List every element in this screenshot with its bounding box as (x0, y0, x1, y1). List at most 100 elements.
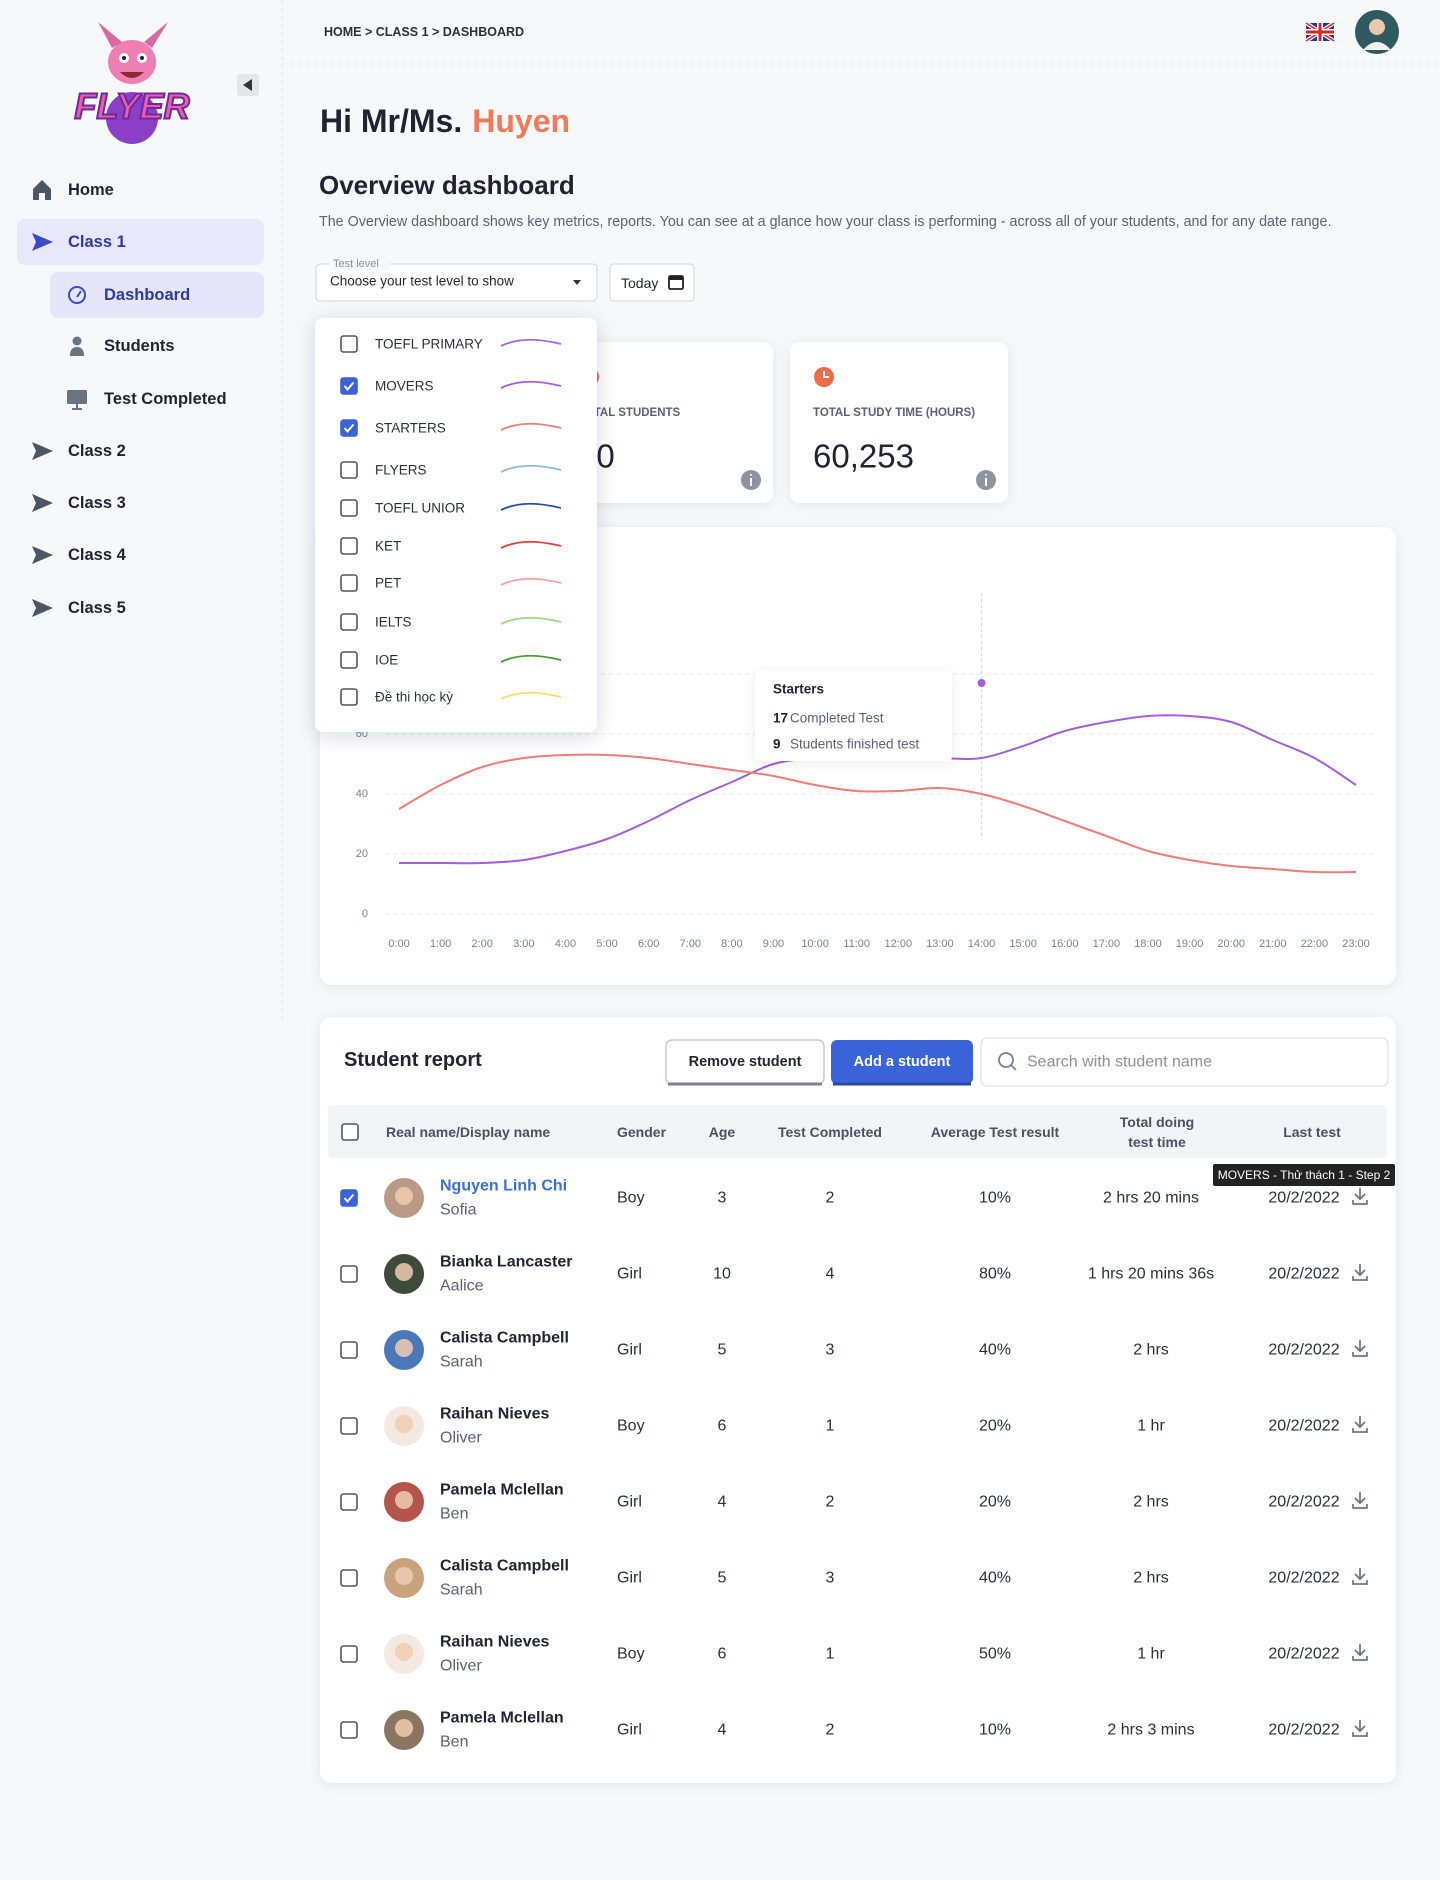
checkbox[interactable] (340, 461, 358, 479)
student-name[interactable]: Calista Campbell (440, 1558, 569, 1575)
checkbox[interactable] (340, 1417, 358, 1435)
dropdown-option[interactable]: KET (340, 537, 562, 555)
nav-label: Test Completed (104, 390, 227, 408)
download-icon[interactable] (1352, 1416, 1368, 1433)
dropdown-option[interactable]: STARTERS (340, 419, 562, 437)
option-swatch (500, 654, 562, 663)
search-box[interactable] (980, 1037, 1389, 1087)
cell-gender: Boy (617, 1646, 645, 1663)
checkbox[interactable] (340, 335, 358, 353)
hover-dot (977, 679, 986, 687)
student-name[interactable]: Raihan Nieves (440, 1406, 549, 1423)
checkbox[interactable] (340, 377, 358, 395)
cell-age: 5 (718, 1570, 727, 1587)
cell-time: 2 hrs 3 mins (1107, 1722, 1194, 1739)
checkbox[interactable] (341, 1123, 359, 1141)
test-level-select[interactable] (315, 263, 598, 302)
tests-icon (67, 390, 87, 404)
x-tick-label: 10:00 (801, 938, 829, 950)
date-picker-label: Today (621, 275, 658, 291)
student-avatar-face (395, 1491, 413, 1509)
x-tick-label: 4:00 (555, 938, 576, 950)
checkbox[interactable] (340, 613, 358, 631)
checkbox[interactable] (340, 651, 358, 669)
checkbox[interactable] (340, 688, 358, 706)
download-icon[interactable] (1352, 1340, 1368, 1357)
nav-item[interactable]: Students (70, 336, 175, 357)
x-tick-label: 13:00 (926, 938, 954, 950)
class-icon (32, 233, 53, 251)
nav-item[interactable]: Class 4 (32, 546, 127, 564)
language-flag[interactable] (1304, 21, 1336, 43)
checkbox[interactable] (340, 574, 358, 592)
cell-average: 50% (979, 1646, 1011, 1663)
dropdown-option[interactable]: IOE (340, 651, 562, 669)
dropdown-option[interactable]: PET (340, 574, 562, 592)
hover-tooltip: MOVERS - Thử thách 1 - Step 2 (1218, 1168, 1391, 1182)
student-avatar-face (395, 1643, 413, 1661)
student-name[interactable]: Nguyen Linh Chi (440, 1178, 567, 1195)
download-icon[interactable] (1352, 1492, 1368, 1509)
greeting-prefix: Hi Mr/Ms. (320, 103, 462, 139)
option-swatch (500, 338, 562, 347)
overview-title: Overview dashboard (319, 170, 575, 200)
checkbox[interactable] (340, 1493, 358, 1511)
nav-item[interactable]: Class 2 (32, 442, 126, 460)
student-name[interactable]: Calista Campbell (440, 1330, 569, 1347)
logo: FLYER (73, 22, 191, 144)
nav-item[interactable]: Class 3 (32, 494, 126, 512)
cell-time: 2 hrs (1133, 1494, 1169, 1511)
table-row: Calista Campbell Sarah Girl 5 3 40% 2 hrs 20/2/… (340, 1558, 1368, 1599)
cell-tests: 3 (826, 1570, 835, 1587)
nav-item[interactable]: Class 1 (17, 219, 264, 265)
checkbox[interactable] (340, 537, 358, 555)
cell-last-test: 20/2/2022 (1268, 1722, 1339, 1739)
dropdown-option[interactable]: TOEFL PRIMARY (340, 335, 562, 353)
student-name[interactable]: Raihan Nieves (440, 1634, 549, 1651)
nav-item[interactable]: Home (33, 180, 114, 200)
download-icon[interactable] (1352, 1264, 1368, 1281)
date-picker[interactable] (609, 263, 695, 302)
dropdown-option[interactable]: MOVERS (340, 377, 562, 395)
checkbox[interactable] (340, 1645, 358, 1663)
dashboard-icon-needle (76, 290, 82, 298)
download-icon[interactable] (1352, 1720, 1368, 1737)
checkbox[interactable] (340, 1189, 358, 1207)
cell-tests: 2 (826, 1190, 835, 1207)
student-name[interactable]: Bianka Lancaster (440, 1254, 573, 1271)
nav-item[interactable]: Dashboard (50, 272, 264, 318)
cell-last-test: 20/2/2022 (1268, 1342, 1339, 1359)
checkbox[interactable] (340, 1721, 358, 1739)
download-icon[interactable] (1352, 1644, 1368, 1661)
checkbox[interactable] (340, 419, 358, 437)
cell-time: 1 hr (1137, 1418, 1165, 1435)
nav-label: Dashboard (104, 286, 190, 304)
column-header: Average Test result (931, 1124, 1060, 1140)
nav-item[interactable]: Test Completed (67, 390, 227, 410)
cell-gender: Boy (617, 1418, 645, 1435)
nav-item[interactable]: Class 5 (32, 599, 126, 617)
nav-label: Students (104, 337, 175, 355)
search-icon (998, 1052, 1014, 1068)
user-avatar[interactable] (1355, 10, 1399, 54)
cell-last-test: 20/2/2022 (1268, 1266, 1339, 1283)
download-icon[interactable] (1352, 1188, 1368, 1205)
dropdown-option[interactable]: FLYERS (340, 461, 562, 479)
checkbox-tick (343, 1193, 355, 1204)
cell-last-test: 20/2/2022 (1268, 1190, 1339, 1207)
checkbox[interactable] (340, 499, 358, 517)
dropdown-option[interactable]: Đề thi học kỳ (340, 688, 562, 706)
checkbox[interactable] (340, 1265, 358, 1283)
cell-gender: Girl (617, 1722, 642, 1739)
student-name[interactable]: Pamela Mclellan (440, 1482, 564, 1499)
dropdown-option[interactable]: TOEFL UNIOR (340, 499, 562, 517)
download-icon[interactable] (1352, 1568, 1368, 1585)
cell-time: 2 hrs 20 mins (1103, 1190, 1199, 1207)
checkbox[interactable] (340, 1569, 358, 1587)
option-swatch (500, 616, 562, 625)
dropdown-option[interactable]: IELTS (340, 613, 562, 631)
student-name[interactable]: Pamela Mclellan (440, 1710, 564, 1727)
checkbox[interactable] (340, 1341, 358, 1359)
add-button[interactable] (831, 1040, 973, 1084)
cell-tests: 2 (826, 1494, 835, 1511)
